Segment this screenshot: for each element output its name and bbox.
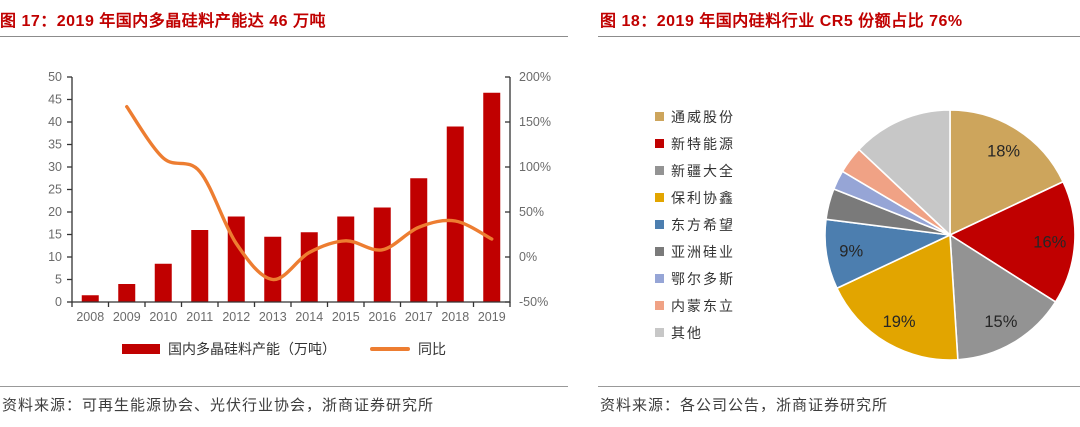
pie-slice-新特能源 <box>949 180 1076 303</box>
pie-slice-label: 9% <box>839 243 863 261</box>
pie-slice-label: 15% <box>984 313 1017 331</box>
x-axis-label-2014: 2014 <box>295 310 323 324</box>
figure-18-panel: 图 18：2019 年国内硅料行业 CR5 份额占比 76% 通威股份新特能源新… <box>598 0 1080 427</box>
pie-slice-label: 19% <box>883 313 916 331</box>
capacity-bar-2014 <box>300 232 318 302</box>
legend-swatch-icon <box>655 247 664 256</box>
x-axis-label-2019: 2019 <box>478 310 506 324</box>
figure-17-source-rule <box>0 386 568 387</box>
capacity-bar-2008 <box>81 295 99 302</box>
pie-slice-label: 16% <box>1033 233 1066 251</box>
capacity-bar-2011 <box>191 230 209 302</box>
left-axis-label: 45 <box>48 93 62 107</box>
x-axis-label-2017: 2017 <box>405 310 433 324</box>
pie-legend-item: 内蒙东立 <box>655 292 735 319</box>
pie-legend-item: 鄂尔多斯 <box>655 265 735 292</box>
capacity-bar-2013 <box>264 236 282 302</box>
pie-slice-保利协鑫 <box>836 234 959 361</box>
legend-swatch-icon <box>655 328 664 337</box>
line-swatch-icon <box>370 347 410 351</box>
pie-legend-item: 亚洲硅业 <box>655 238 735 265</box>
pie-slice-其他 <box>858 109 951 236</box>
pie-legend-item: 新疆大全 <box>655 157 735 184</box>
x-axis-label-2015: 2015 <box>332 310 360 324</box>
figure-18-title: 图 18：2019 年国内硅料行业 CR5 份额占比 76% <box>600 13 963 30</box>
right-axis-label: 50% <box>519 205 544 219</box>
capacity-bar-2018 <box>446 126 464 302</box>
left-axis-label: 30 <box>48 160 62 174</box>
pie-slice-label: 18% <box>987 143 1020 161</box>
left-axis-label: 10 <box>48 250 62 264</box>
figure-18-source: 资料来源：各公司公告，浙商证券研究所 <box>600 396 889 414</box>
pie-legend-label: 通威股份 <box>671 109 735 126</box>
right-axis-label: 200% <box>519 70 551 84</box>
pie-legend-item: 保利协鑫 <box>655 184 735 211</box>
capacity-bar-2015 <box>337 216 355 302</box>
right-axis-label: 100% <box>519 160 551 174</box>
x-axis-label-2016: 2016 <box>368 310 396 324</box>
pie-slice-通威股份 <box>949 109 1064 236</box>
pie-legend-label: 新特能源 <box>671 136 735 153</box>
x-axis-label-2011: 2011 <box>186 310 213 324</box>
left-axis-label: 35 <box>48 138 62 152</box>
figure-17-source: 资料来源：可再生能源协会、光伏行业协会，浙商证券研究所 <box>2 396 435 414</box>
x-axis-label-2008: 2008 <box>76 310 104 324</box>
right-axis-label: 150% <box>519 115 551 129</box>
capacity-bar-2016 <box>373 207 391 302</box>
figure-17-title-rule <box>0 36 568 37</box>
x-axis-label-2018: 2018 <box>441 310 469 324</box>
capacity-bar-2009 <box>118 284 136 302</box>
legend-item-yoy: 同比 <box>370 339 446 359</box>
legend-swatch-icon <box>655 220 664 229</box>
left-axis-label: 5 <box>55 273 62 287</box>
pie-legend-label: 内蒙东立 <box>671 298 735 315</box>
legend-item-capacity: 国内多晶硅料产能（万吨） <box>122 339 336 359</box>
capacity-bar-2017 <box>410 178 428 302</box>
left-axis-label: 15 <box>48 228 62 242</box>
left-axis-label: 25 <box>48 183 62 197</box>
yoy-growth-line <box>125 105 494 282</box>
legend-swatch-icon <box>655 139 664 148</box>
pie-slice-新疆大全 <box>949 234 1057 361</box>
pie-legend-label: 其他 <box>671 325 703 342</box>
polysilicon-capacity-bar-line-chart: 0 5 10 15 20 25 30 35 40 45 50 -50% 0% 50% 100% 150% 200… <box>48 70 551 324</box>
legend-swatch-icon <box>655 301 664 310</box>
pie-legend-label: 亚洲硅业 <box>671 244 735 261</box>
figure-17-panel: 图 17：2019 年国内多晶硅料产能达 46 万吨 0 5 10 15 20 25 30 3… <box>0 13 568 414</box>
left-axis-label: 50 <box>48 70 62 84</box>
figure-18-source-rule <box>598 386 1080 387</box>
pie-legend-item: 其他 <box>655 319 735 346</box>
right-axis-label: 0% <box>519 250 537 264</box>
figure-17-title: 图 17：2019 年国内多晶硅料产能达 46 万吨 <box>0 13 326 30</box>
figure-18-title-rule <box>598 36 1080 37</box>
pie-legend-item: 东方希望 <box>655 211 735 238</box>
left-axis-label: 40 <box>48 115 62 129</box>
pie-legend-label: 东方希望 <box>671 217 735 234</box>
silicon-market-share-pie-chart: 18% 16% 15% 19% 9% <box>824 109 1076 361</box>
legend-label: 同比 <box>418 342 446 358</box>
left-axis-label: 20 <box>48 205 62 219</box>
pie-legend-item: 通威股份 <box>655 103 735 130</box>
bar-swatch-icon <box>122 344 160 354</box>
x-axis-label-2009: 2009 <box>113 310 141 324</box>
legend-swatch-icon <box>655 274 664 283</box>
pie-legend-item: 新特能源 <box>655 130 735 157</box>
pie-legend-label: 鄂尔多斯 <box>671 271 735 288</box>
pie-legend-label: 新疆大全 <box>671 163 735 180</box>
capacity-bar-2010 <box>154 263 172 302</box>
legend-swatch-icon <box>655 166 664 175</box>
left-axis-label: 0 <box>55 295 62 309</box>
figure-18-legend: 通威股份新特能源新疆大全保利协鑫东方希望亚洲硅业鄂尔多斯内蒙东立其他 <box>655 103 735 346</box>
legend-swatch-icon <box>655 112 664 121</box>
pie-legend-label: 保利协鑫 <box>671 190 735 207</box>
x-axis-label-2012: 2012 <box>222 310 250 324</box>
x-axis-label-2010: 2010 <box>149 310 177 324</box>
legend-label: 国内多晶硅料产能（万吨） <box>168 342 336 358</box>
figure-17-legend: 国内多晶硅料产能（万吨） 同比 <box>0 339 568 359</box>
x-axis-label-2013: 2013 <box>259 310 287 324</box>
capacity-bar-2019 <box>483 92 501 302</box>
right-axis-label: -50% <box>519 295 548 309</box>
legend-swatch-icon <box>655 193 664 202</box>
